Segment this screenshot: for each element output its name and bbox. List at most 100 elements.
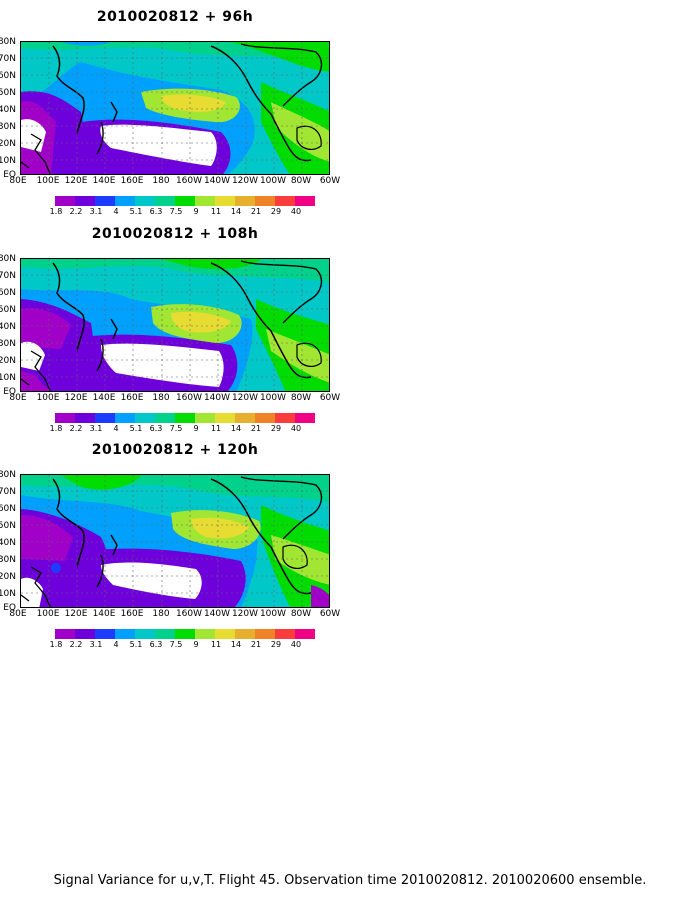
lat-label: 30N — [0, 555, 16, 565]
lon-label: 160W — [175, 393, 203, 403]
lat-label: 70N — [0, 271, 16, 281]
lon-label: 60W — [319, 176, 341, 186]
lon-label: 160E — [120, 609, 144, 619]
colorbar-label: 1.8 — [49, 640, 63, 649]
lon-label: 80E — [9, 176, 27, 186]
lon-label: 120W — [231, 176, 259, 186]
colorbar-label: 14 — [230, 640, 242, 649]
colorbar-swatch — [255, 413, 275, 423]
colorbar-swatch — [235, 629, 255, 639]
colorbar-label: 2.2 — [69, 207, 83, 216]
colorbar-swatch — [115, 196, 135, 206]
lon-label: 140W — [203, 393, 231, 403]
colorbar-swatch — [215, 629, 235, 639]
colorbar-swatch — [135, 413, 155, 423]
colorbar-swatch — [255, 629, 275, 639]
lon-label: 120E — [64, 609, 88, 619]
colorbar-label: 7.5 — [169, 207, 183, 216]
lon-label: 180 — [152, 609, 170, 619]
lon-label: 180 — [152, 393, 170, 403]
forecast-panel-96h: 2010020812 + 96h — [0, 0, 345, 216]
colorbar-label: 14 — [230, 424, 242, 433]
colorbar-label: 5.1 — [129, 207, 143, 216]
colorbar-swatch — [75, 413, 95, 423]
lon-label: 120W — [231, 609, 259, 619]
colorbar-label: 29 — [270, 424, 282, 433]
lat-label: 80N — [0, 37, 16, 47]
lon-label: 140E — [92, 393, 116, 403]
lat-label: 10N — [0, 156, 16, 166]
colorbar-label: 4 — [113, 640, 119, 649]
colorbar-label: 7.5 — [169, 640, 183, 649]
lat-label: 80N — [0, 254, 16, 264]
lon-label: 120E — [64, 176, 88, 186]
colorbar-label: 3.1 — [89, 640, 103, 649]
colorbar-swatch — [195, 196, 215, 206]
lat-label: 60N — [0, 71, 16, 81]
lat-label: 50N — [0, 521, 16, 531]
colorbar-label: 40 — [290, 424, 302, 433]
lon-label: 160E — [120, 393, 144, 403]
lat-label: 70N — [0, 487, 16, 497]
panel-title: 2010020812 + 108h — [91, 226, 259, 242]
lat-label: 10N — [0, 373, 16, 383]
colorbar-label: 4 — [113, 424, 119, 433]
colorbar-swatch — [55, 629, 75, 639]
forecast-panel-108h: 2010020812 + 108h — [0, 217, 345, 433]
colorbar-swatch — [195, 629, 215, 639]
lat-label: 30N — [0, 122, 16, 132]
lat-label: 50N — [0, 305, 16, 315]
colorbar-label: 7.5 — [169, 424, 183, 433]
colorbar-label: 6.3 — [149, 207, 163, 216]
lon-label: 140W — [203, 176, 231, 186]
lat-label: 60N — [0, 288, 16, 298]
lon-label: 100W — [259, 393, 287, 403]
colorbar-label: 3.1 — [89, 424, 103, 433]
colorbar-swatch — [175, 629, 195, 639]
colorbar-swatch — [195, 413, 215, 423]
lon-label: 60W — [319, 393, 341, 403]
lon-label: 60W — [319, 609, 341, 619]
colorbar-swatch — [95, 196, 115, 206]
lat-label: 40N — [0, 322, 16, 332]
lat-label: 80N — [0, 470, 16, 480]
figure-caption: Signal Variance for u,v,T. Flight 45. Ob… — [53, 873, 647, 888]
colorbar-swatch — [275, 629, 295, 639]
colorbar-label: 5.1 — [129, 640, 143, 649]
colorbar-label: 40 — [290, 640, 302, 649]
colorbar-label: 5.1 — [129, 424, 143, 433]
colorbar-swatch — [95, 629, 115, 639]
colorbar-label: 2.2 — [69, 640, 83, 649]
colorbar-swatch — [295, 196, 315, 206]
colorbar-label: 1.8 — [49, 207, 63, 216]
colorbar — [55, 196, 315, 206]
colorbar-label: 1.8 — [49, 424, 63, 433]
lon-label: 120W — [231, 393, 259, 403]
variance-map — [20, 41, 330, 175]
colorbar-swatch — [155, 413, 175, 423]
colorbar-swatch — [115, 629, 135, 639]
lon-label: 100E — [36, 609, 60, 619]
colorbar-swatch — [55, 196, 75, 206]
lat-label: 40N — [0, 105, 16, 115]
colorbar-label: 11 — [210, 207, 222, 216]
colorbar-label: 21 — [250, 424, 262, 433]
colorbar-swatch — [175, 413, 195, 423]
colorbar-swatch — [75, 629, 95, 639]
lon-label: 100W — [259, 609, 287, 619]
colorbar-swatch — [135, 629, 155, 639]
colorbar-label: 3.1 — [89, 207, 103, 216]
lon-label: 80E — [9, 609, 27, 619]
lon-label: 100E — [36, 393, 60, 403]
colorbar-swatch — [295, 629, 315, 639]
colorbar-swatch — [135, 196, 155, 206]
colorbar-swatch — [215, 196, 235, 206]
lon-label: 100W — [259, 176, 287, 186]
colorbar-swatch — [275, 413, 295, 423]
lat-label: 50N — [0, 88, 16, 98]
colorbar-swatch — [255, 196, 275, 206]
lat-label: 20N — [0, 356, 16, 366]
lon-label: 80E — [9, 393, 27, 403]
lon-label: 140E — [92, 609, 116, 619]
variance-map — [20, 474, 330, 608]
